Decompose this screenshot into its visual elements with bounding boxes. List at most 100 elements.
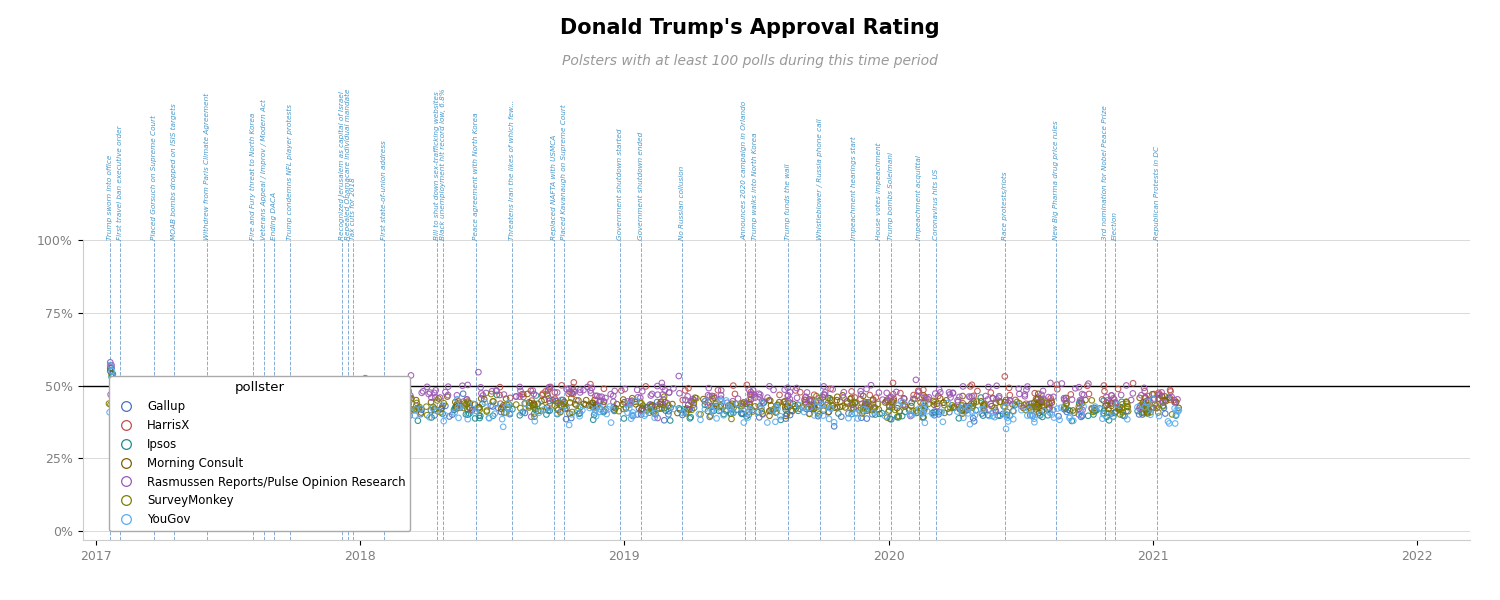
Rasmussen Reports/Pulse Opinion Research (576, 382, 600, 392)
SurveyMonkey (384, 399, 408, 409)
HarrisX (1158, 395, 1182, 404)
Rasmussen Reports/Pulse Opinion Research (1066, 404, 1090, 413)
YouGov (1090, 414, 1114, 424)
Gallup (225, 401, 249, 411)
Gallup (387, 402, 411, 412)
Rasmussen Reports/Pulse Opinion Research (993, 402, 1017, 412)
SurveyMonkey (429, 407, 453, 417)
Ipsos (580, 402, 604, 412)
Morning Consult (532, 395, 556, 405)
Morning Consult (222, 397, 246, 406)
YouGov (188, 399, 211, 409)
YouGov (760, 406, 784, 415)
HarrisX (1134, 393, 1158, 403)
YouGov (633, 411, 657, 421)
Rasmussen Reports/Pulse Opinion Research (504, 392, 528, 401)
YouGov (700, 405, 724, 415)
SurveyMonkey (453, 401, 477, 410)
Rasmussen Reports/Pulse Opinion Research (416, 382, 440, 392)
YouGov (891, 397, 915, 407)
Ipsos (900, 398, 924, 407)
Rasmussen Reports/Pulse Opinion Research (1128, 401, 1152, 410)
YouGov (957, 402, 981, 412)
SurveyMonkey (124, 396, 148, 406)
SurveyMonkey (136, 401, 160, 411)
SurveyMonkey (1020, 402, 1044, 412)
YouGov (477, 413, 501, 423)
Morning Consult (170, 403, 194, 412)
Ipsos (658, 416, 682, 425)
Ipsos (1084, 406, 1108, 415)
Gallup (1070, 412, 1094, 422)
Rasmussen Reports/Pulse Opinion Research (652, 385, 676, 395)
HarrisX (561, 389, 585, 399)
Gallup (1136, 405, 1160, 415)
Gallup (339, 410, 363, 419)
Morning Consult (766, 397, 790, 407)
Rasmussen Reports/Pulse Opinion Research (270, 395, 294, 404)
YouGov (188, 400, 211, 409)
YouGov (333, 413, 357, 422)
Rasmussen Reports/Pulse Opinion Research (1068, 397, 1092, 406)
Ipsos (216, 399, 240, 409)
Gallup (402, 405, 426, 415)
Rasmussen Reports/Pulse Opinion Research (362, 403, 386, 412)
Text: Tax cuts for 2018: Tax cuts for 2018 (351, 177, 357, 240)
Gallup (1092, 406, 1116, 416)
Morning Consult (351, 392, 375, 401)
SurveyMonkey (266, 404, 290, 414)
HarrisX (735, 380, 759, 389)
HarrisX (543, 394, 567, 404)
Rasmussen Reports/Pulse Opinion Research (651, 382, 675, 392)
Gallup (634, 406, 658, 415)
Rasmussen Reports/Pulse Opinion Research (459, 406, 483, 415)
Rasmussen Reports/Pulse Opinion Research (1029, 390, 1053, 400)
Rasmussen Reports/Pulse Opinion Research (948, 392, 972, 402)
Rasmussen Reports/Pulse Opinion Research (776, 391, 800, 401)
Ipsos (546, 409, 570, 419)
Gallup (1154, 409, 1178, 418)
Rasmussen Reports/Pulse Opinion Research (423, 385, 447, 395)
Rasmussen Reports/Pulse Opinion Research (1128, 403, 1152, 413)
Ipsos (117, 412, 141, 421)
Gallup (225, 409, 249, 419)
HarrisX (861, 395, 885, 405)
Gallup (861, 409, 885, 419)
Morning Consult (1132, 400, 1156, 409)
SurveyMonkey (853, 403, 877, 413)
HarrisX (609, 386, 633, 395)
Rasmussen Reports/Pulse Opinion Research (807, 393, 831, 403)
YouGov (483, 409, 507, 418)
Rasmussen Reports/Pulse Opinion Research (166, 388, 190, 397)
Rasmussen Reports/Pulse Opinion Research (939, 392, 963, 402)
Gallup (459, 403, 483, 413)
Morning Consult (778, 398, 802, 408)
Ipsos (420, 413, 444, 422)
HarrisX (1092, 380, 1116, 390)
SurveyMonkey (318, 400, 342, 409)
Rasmussen Reports/Pulse Opinion Research (651, 395, 675, 404)
Rasmussen Reports/Pulse Opinion Research (1014, 385, 1038, 395)
Rasmussen Reports/Pulse Opinion Research (558, 387, 582, 397)
Gallup (878, 401, 902, 411)
Text: Placed Kavanaugh on Supreme Court: Placed Kavanaugh on Supreme Court (561, 104, 567, 240)
Ipsos (897, 406, 921, 415)
HarrisX (489, 399, 513, 409)
YouGov (140, 394, 164, 403)
Rasmussen Reports/Pulse Opinion Research (474, 388, 498, 398)
Rasmussen Reports/Pulse Opinion Research (984, 381, 1008, 391)
Morning Consult (332, 405, 356, 415)
SurveyMonkey (1136, 401, 1160, 411)
Morning Consult (620, 394, 644, 403)
Rasmussen Reports/Pulse Opinion Research (249, 382, 273, 392)
SurveyMonkey (466, 404, 490, 413)
Ipsos (1004, 400, 1028, 410)
Rasmussen Reports/Pulse Opinion Research (1029, 395, 1053, 404)
Morning Consult (825, 395, 849, 405)
SurveyMonkey (405, 398, 429, 408)
Gallup (972, 406, 996, 415)
YouGov (765, 407, 789, 416)
Ipsos (970, 411, 994, 421)
Rasmussen Reports/Pulse Opinion Research (549, 401, 573, 410)
Gallup (252, 401, 276, 411)
